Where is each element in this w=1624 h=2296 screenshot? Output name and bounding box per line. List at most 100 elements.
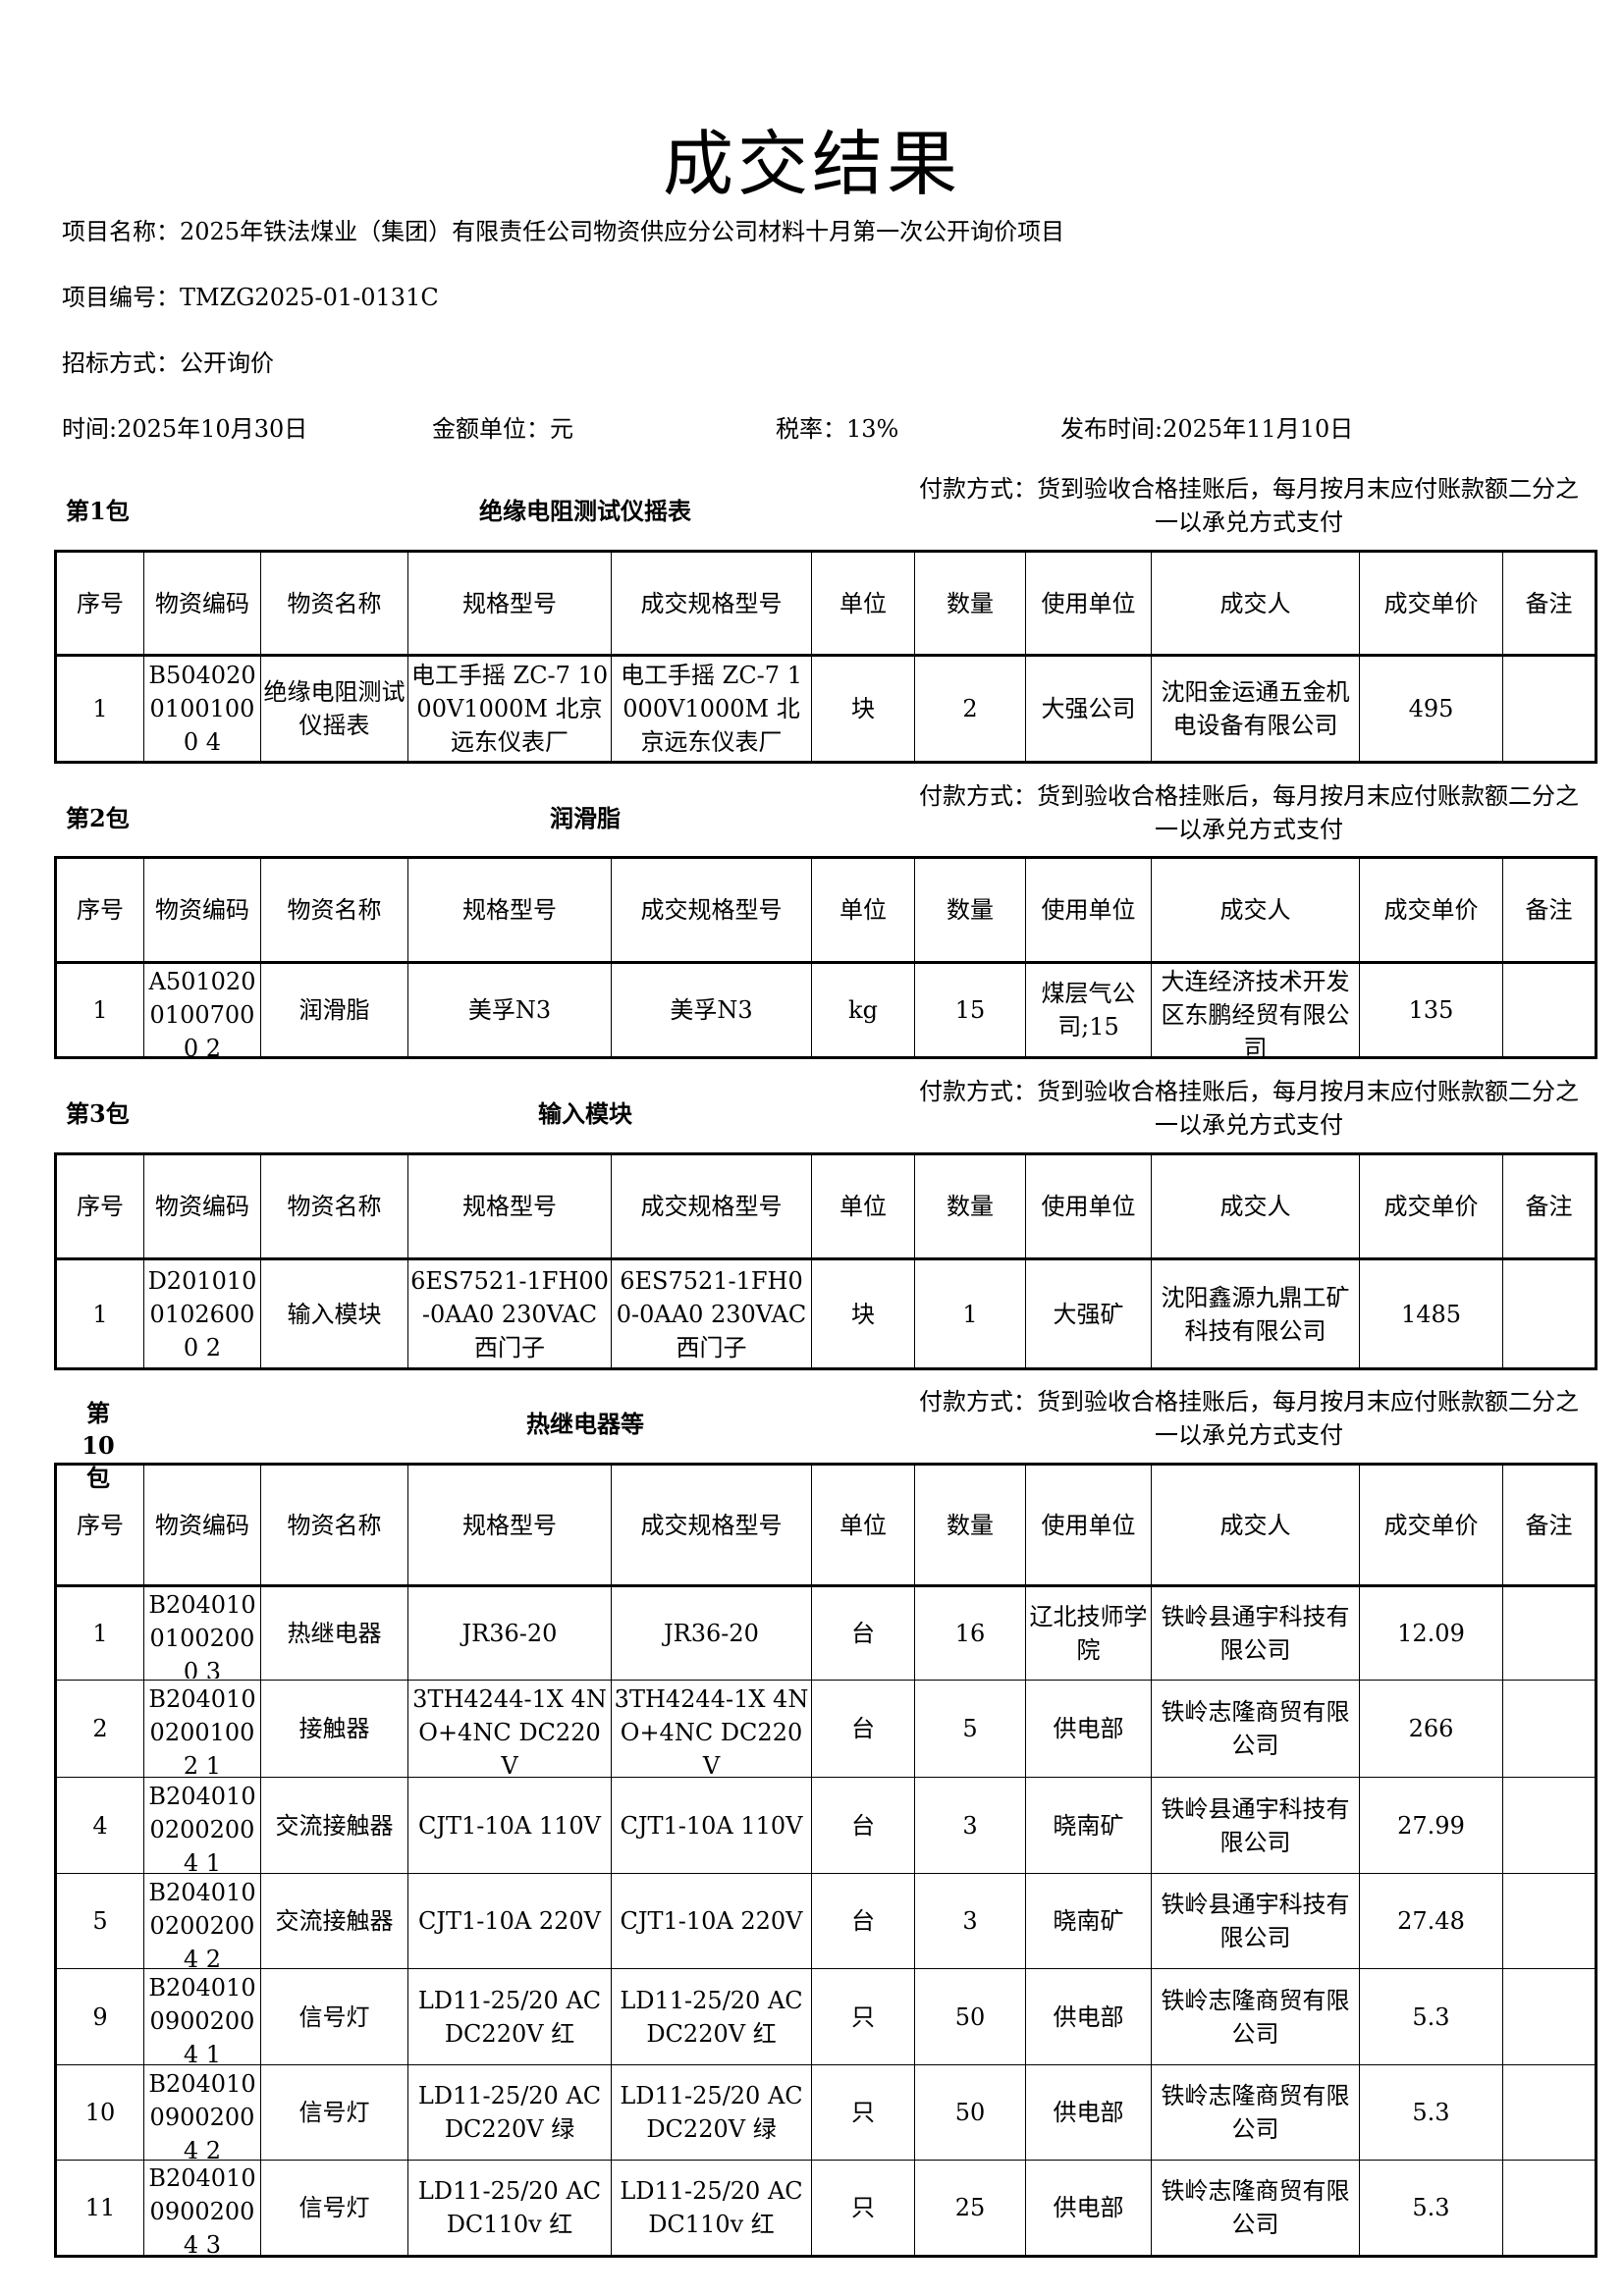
table-cell: 交流接触器	[260, 1777, 408, 1874]
column-header: 物资名称	[260, 551, 408, 656]
cell-text: LD11-25/20 ACDC110v 红	[417, 2177, 602, 2238]
table-header: 序号 物资编码 物资名称 规格型号 成交规格型号 单位 数量 使用单位 成交人 成交单价 备注	[55, 1153, 1597, 1259]
table-row: 1 A50102001007000 2 润滑脂 美孚N3 美孚N3 kg 15 煤层气公司;1…	[55, 962, 1597, 1058]
table-cell: 27.48	[1359, 1873, 1503, 1969]
table-cell: 1	[55, 962, 144, 1058]
table-row: 1 D20101001026000 2 输入模块 6ES7521-1FH00-0AA0…	[55, 1258, 1597, 1369]
table-cell: 输入模块	[260, 1258, 408, 1369]
column-header: 物资编码	[143, 1464, 261, 1586]
result-table: 序号 物资编码 物资名称 规格型号 成交规格型号 单位 数量 使用单位 成交人 成交单价 备注 1 B2…	[54, 1463, 1597, 2258]
cell-text: 5.3	[1412, 2002, 1450, 2031]
table-cell: 大强公司	[1025, 655, 1152, 763]
cell-text: 大连经济技术开发区东鹏经贸有限公司	[1161, 967, 1350, 1056]
table-cell: 2	[914, 655, 1026, 763]
column-header: 成交规格型号	[611, 857, 812, 963]
table-cell	[1502, 1873, 1597, 1969]
table-cell: 只	[811, 2160, 915, 2257]
cell-text: 5	[962, 1715, 978, 1742]
cell-text: 3TH4244-1X 4NO+4NC DC220V	[614, 1684, 809, 1776]
column-header: 物资名称	[260, 1153, 408, 1259]
package-label: 第1包	[66, 497, 130, 525]
project-number: 项目编号：TMZG2025-01-0131C	[62, 284, 439, 311]
cell-text: 25	[954, 2194, 986, 2221]
cell-text: CJT1-10A 220V	[620, 1907, 803, 1935]
column-header: 物资编码	[143, 551, 261, 656]
table-cell: 5.3	[1359, 1968, 1503, 2065]
table-cell: 15	[914, 962, 1026, 1058]
table-cell: 信号灯	[260, 2160, 408, 2257]
table-cell: 铁岭县通宇科技有限公司	[1151, 1873, 1360, 1969]
cell-text: 交流接触器	[275, 1907, 394, 1935]
table-cell: LD11-25/20 ACDC220V 红	[611, 1968, 812, 2065]
table-cell: B20401009002004 3	[143, 2160, 261, 2257]
cell-text: 块	[851, 695, 875, 722]
column-header: 序号	[55, 551, 144, 656]
column-header: 单位	[811, 857, 915, 963]
table-cell	[1502, 2064, 1597, 2161]
table-cell: B20401002001002 1	[143, 1680, 261, 1778]
table-row: 1 B20401001002000 3 热继电器 JR36-20 JR36-20 台 16 辽…	[55, 1585, 1597, 1681]
column-header: 使用单位	[1025, 1153, 1152, 1259]
column-header: 单位	[811, 551, 915, 656]
cell-text: 电工手摇 ZC-7 1000V1000M 北京远东仪表厂	[410, 662, 609, 756]
column-header: 成交单价	[1359, 1153, 1503, 1259]
cell-text: 铁岭志隆商贸有限公司	[1161, 1986, 1350, 2048]
table-cell	[1502, 1777, 1597, 1874]
table-cell: 供电部	[1025, 1968, 1152, 2065]
column-header: 备注	[1502, 1153, 1597, 1259]
table-cell: D20101001026000 2	[143, 1258, 261, 1369]
column-header: 使用单位	[1025, 857, 1152, 963]
cell-text: 块	[851, 1300, 875, 1328]
time: 时间:2025年10月30日	[62, 415, 308, 443]
table-cell	[1502, 655, 1597, 763]
cell-text: D20101001026000 2	[147, 1266, 257, 1362]
package-name: 热继电器等	[526, 1410, 644, 1438]
table-cell: 台	[811, 1777, 915, 1874]
table-cell: 5.3	[1359, 2160, 1503, 2257]
cell-text: 16	[954, 1620, 986, 1647]
table-cell: 供电部	[1025, 2160, 1152, 2257]
cell-text: 9	[92, 2002, 108, 2031]
table-cell: 1485	[1359, 1258, 1503, 1369]
cell-text: 铁岭志隆商贸有限公司	[1161, 2082, 1350, 2143]
cell-text: 美孚N3	[467, 996, 552, 1024]
cell-text: 2	[962, 695, 978, 722]
table-cell: 27.99	[1359, 1777, 1503, 1874]
package-name: 润滑脂	[550, 804, 621, 832]
cell-text: JR36-20	[664, 1620, 759, 1647]
table-cell: 润滑脂	[260, 962, 408, 1058]
cell-text: 3	[962, 1811, 978, 1840]
table-header: 序号 物资编码 物资名称 规格型号 成交规格型号 单位 数量 使用单位 成交人 成交单价 备注	[55, 1464, 1597, 1586]
cell-text: 3TH4244-1X 4NO+4NC DC220V	[412, 1684, 607, 1776]
table-cell: 16	[914, 1585, 1026, 1681]
table-cell: 9	[55, 1968, 144, 2065]
table-cell	[1502, 962, 1597, 1058]
column-header: 备注	[1502, 551, 1597, 656]
cell-text: 美孚N3	[670, 996, 753, 1024]
table-cell: 热继电器	[260, 1585, 408, 1681]
cell-text: 3	[962, 1907, 978, 1935]
table-cell: 1	[55, 1258, 144, 1369]
cell-text: 信号灯	[298, 2194, 370, 2221]
cell-text: 接触器	[298, 1715, 370, 1742]
cell-text: 只	[851, 2194, 875, 2221]
table-row: 10 B20401009002004 2 信号灯 LD11-25/20 ACDC220…	[55, 2064, 1597, 2161]
table-cell: 晓南矿	[1025, 1873, 1152, 1969]
table-cell: 供电部	[1025, 1680, 1152, 1778]
table-cell: 台	[811, 1873, 915, 1969]
table-cell: 沈阳鑫源九鼎工矿科技有限公司	[1151, 1258, 1360, 1369]
table-cell: 接触器	[260, 1680, 408, 1778]
table-cell: 50	[914, 1968, 1026, 2065]
cell-text: 信号灯	[298, 2002, 370, 2031]
column-header: 备注	[1502, 857, 1597, 963]
table-cell: A50102001007000 2	[143, 962, 261, 1058]
project-name: 项目名称：2025年铁法煤业（集团）有限责任公司物资供应分公司材料十月第一次公开…	[62, 218, 1065, 245]
result-table: 序号 物资编码 物资名称 规格型号 成交规格型号 单位 数量 使用单位 成交人 成交单价 备注 1 A5…	[54, 856, 1597, 1059]
cell-text: B20401002001002 1	[148, 1684, 256, 1776]
cell-text: JR36-20	[461, 1620, 558, 1647]
cell-text: 台	[851, 1620, 875, 1647]
cell-text: 15	[954, 996, 986, 1024]
cell-text: 1	[92, 1620, 108, 1647]
table-cell: 沈阳金运通五金机电设备有限公司	[1151, 655, 1360, 763]
table-cell: LD11-25/20 ACDC220V 绿	[407, 2064, 612, 2161]
